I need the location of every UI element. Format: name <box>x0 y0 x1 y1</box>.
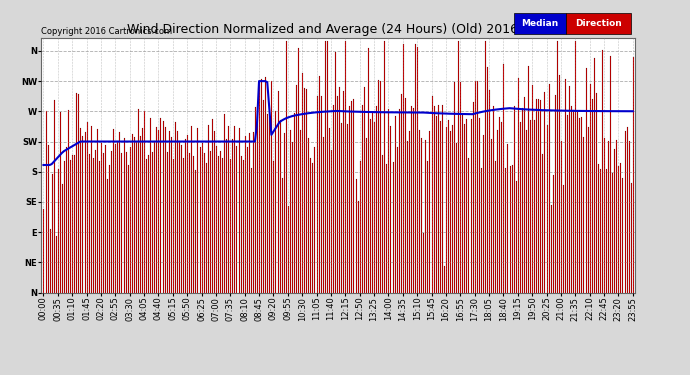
Text: Copyright 2016 Cartronics.com: Copyright 2016 Cartronics.com <box>41 27 172 36</box>
Text: Median: Median <box>522 19 558 28</box>
Text: Direction: Direction <box>575 19 622 28</box>
Title: Wind Direction Normalized and Average (24 Hours) (Old) 20161206: Wind Direction Normalized and Average (2… <box>127 23 549 36</box>
